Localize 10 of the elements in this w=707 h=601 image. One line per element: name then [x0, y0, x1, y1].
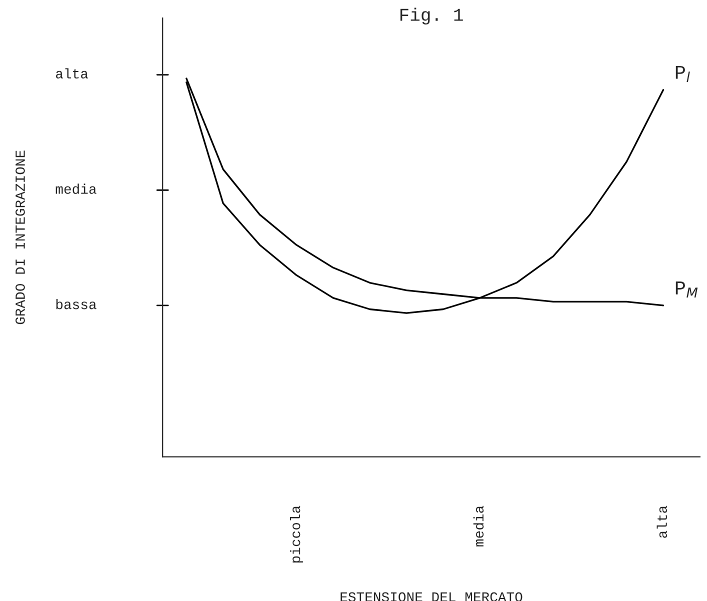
x-tick-label: alta [656, 506, 667, 538]
chart-title: Fig. 1 [400, 8, 463, 25]
series-label: P$_{l}$ [676, 66, 690, 82]
text: alta [56, 68, 88, 78]
text: media [56, 184, 96, 194]
text: bassa [56, 299, 96, 310]
text: GRADO DI INTEGRAZIONE [16, 150, 25, 324]
x-tick-label: media [473, 506, 484, 546]
series-label: P$_{M}$ [676, 282, 698, 298]
x-tick-label: piccola [290, 506, 303, 563]
